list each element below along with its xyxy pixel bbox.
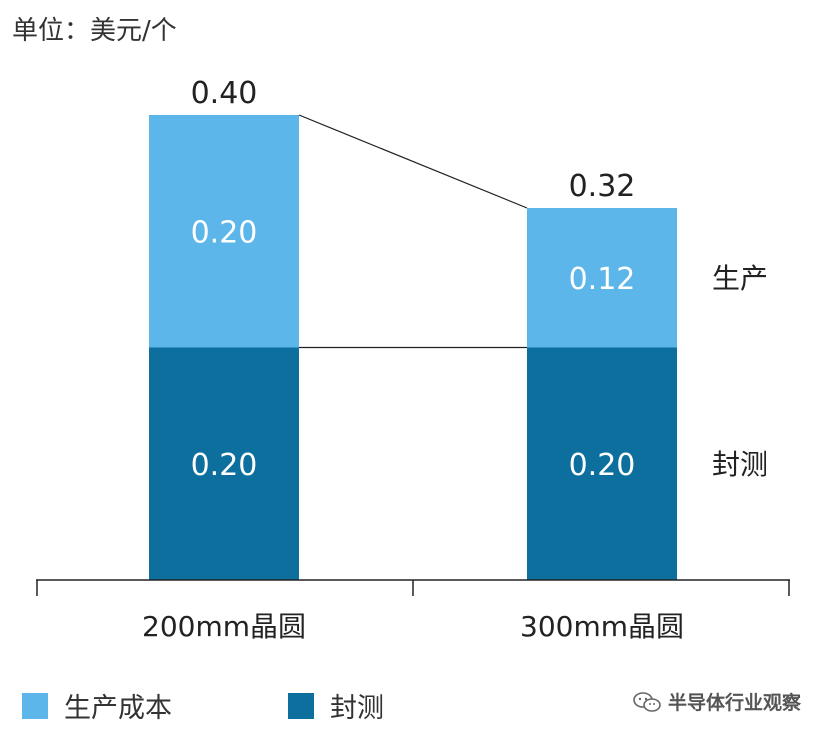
legend-swatch-production: [22, 692, 48, 719]
wechat-icon: [633, 691, 661, 712]
watermark-text: 半导体行业观察: [667, 692, 801, 714]
watermark: 半导体行业观察: [632, 688, 801, 715]
total-value-label: 0.40: [191, 76, 258, 111]
bar-segment: [527, 347, 677, 580]
connector-line-top: [298, 114, 528, 209]
x-tick-label: 200mm晶圆: [142, 610, 306, 643]
segment-value-label: 0.20: [191, 215, 258, 250]
bar-segment: [149, 115, 299, 348]
bar-segment: [527, 208, 677, 348]
legend-item-packaging: 封测: [288, 686, 384, 725]
legend-item-production: 生产成本: [22, 686, 172, 725]
x-axis: 200mm晶圆 300mm晶圆: [36, 579, 790, 643]
legend-swatch-packaging: [288, 692, 314, 719]
legend-label-packaging: 封测: [330, 693, 384, 724]
x-tick-label: 300mm晶圆: [520, 610, 684, 643]
segment-value-label: 0.12: [569, 262, 636, 297]
legend-label-production: 生产成本: [64, 693, 172, 724]
total-value-label: 0.32: [569, 169, 636, 204]
side-label-production: 生产: [712, 262, 768, 295]
bars-layer: [149, 115, 677, 580]
segment-value-label: 0.20: [569, 448, 636, 483]
side-label-packaging: 封测: [712, 448, 768, 481]
connector-lines: [298, 114, 528, 349]
segment-value-label: 0.20: [191, 448, 258, 483]
unit-label: 单位：美元/个: [12, 16, 177, 46]
bar-segment: [149, 347, 299, 580]
